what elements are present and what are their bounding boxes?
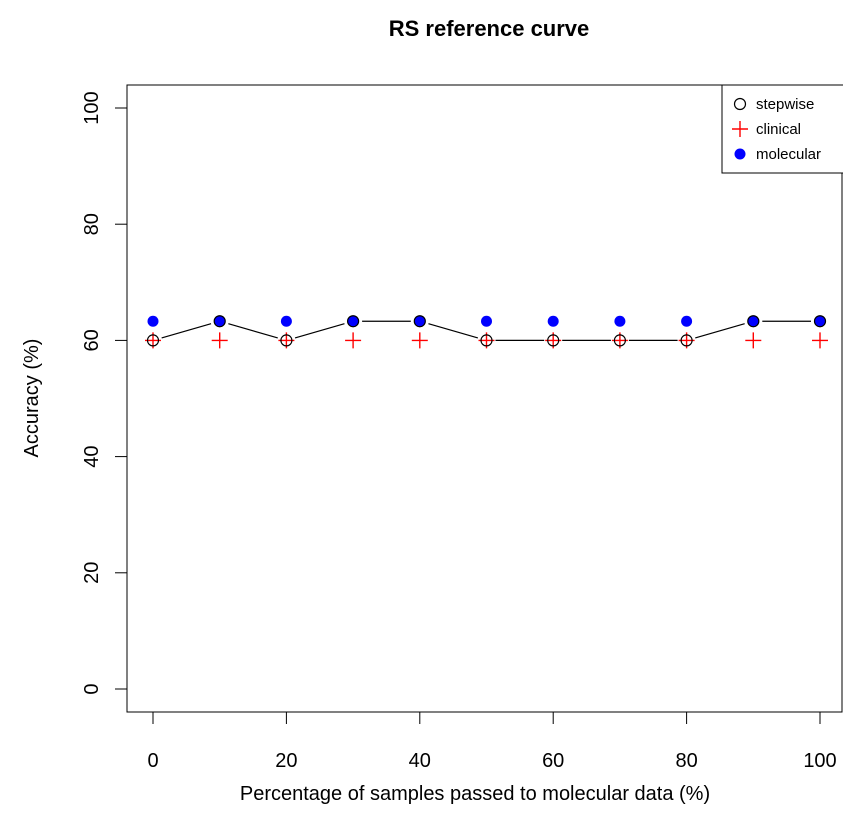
stepwise-point	[347, 315, 360, 328]
stepwise-point	[747, 315, 760, 328]
stepwise-line	[161, 320, 811, 341]
molecular-point	[747, 315, 759, 327]
molecular-point	[280, 315, 292, 327]
stepwise-point	[280, 334, 293, 347]
molecular-point	[481, 315, 492, 327]
x-tick-label: 80	[675, 750, 697, 772]
x-tick-label: 0	[147, 750, 158, 772]
stepwise-point	[680, 334, 693, 347]
chart-title: RS reference curve	[389, 16, 590, 41]
stepwise-point	[613, 334, 627, 347]
stepwise-point	[480, 334, 493, 347]
stepwise-segment	[695, 323, 745, 339]
y-tick-label: 20	[81, 562, 103, 584]
y-tick-label: 60	[81, 329, 103, 351]
stepwise-point	[213, 315, 226, 328]
clinical-point	[345, 332, 362, 349]
clinical-point	[812, 332, 828, 349]
y-tick-label: 40	[81, 445, 103, 467]
molecular-point	[547, 315, 559, 327]
y-tick-label: 0	[81, 683, 103, 694]
molecular-point	[614, 315, 626, 327]
y-tick-label: 100	[81, 91, 103, 124]
x-tick-label: 100	[803, 750, 836, 772]
stepwise-point	[813, 315, 827, 328]
x-tick-label: 20	[275, 750, 297, 772]
x-tick-label: 60	[542, 750, 564, 772]
y-axis: 0 20 40 60 80 100	[81, 91, 128, 695]
y-axis-label: Accuracy (%)	[21, 339, 43, 458]
molecular-point	[681, 315, 693, 327]
molecular-point	[347, 315, 359, 327]
clinical-point	[411, 332, 428, 349]
legend: stepwise clinical molecular	[721, 84, 843, 174]
molecular-point	[414, 315, 426, 327]
plot-area	[126, 84, 843, 713]
legend-label-molecular: molecular	[756, 146, 821, 163]
stepwise-segment	[228, 323, 278, 339]
legend-label-clinical: clinical	[756, 121, 801, 138]
legend-label-stepwise: stepwise	[756, 96, 814, 113]
stepwise-points	[146, 315, 827, 347]
legend-marker-stepwise	[733, 97, 747, 111]
legend-marker-molecular	[734, 148, 746, 160]
series-layer	[145, 315, 828, 349]
stepwise-point	[146, 334, 160, 347]
molecular-point	[214, 315, 226, 327]
x-axis: 0 20 40 60 80 100	[147, 711, 837, 772]
molecular-points	[147, 315, 826, 327]
x-axis-label: Percentage of samples passed to molecula…	[240, 783, 710, 805]
x-tick-label: 40	[409, 750, 431, 772]
clinical-point	[745, 332, 762, 349]
molecular-point	[814, 315, 826, 327]
stepwise-point	[413, 315, 426, 328]
stepwise-segment	[428, 323, 479, 339]
y-tick-label: 80	[81, 213, 103, 235]
stepwise-segment	[161, 323, 212, 339]
legend-marker-clinical	[732, 121, 748, 137]
molecular-point	[147, 315, 159, 327]
clinical-point	[211, 332, 228, 349]
stepwise-point	[547, 334, 560, 347]
stepwise-segment	[294, 323, 345, 339]
